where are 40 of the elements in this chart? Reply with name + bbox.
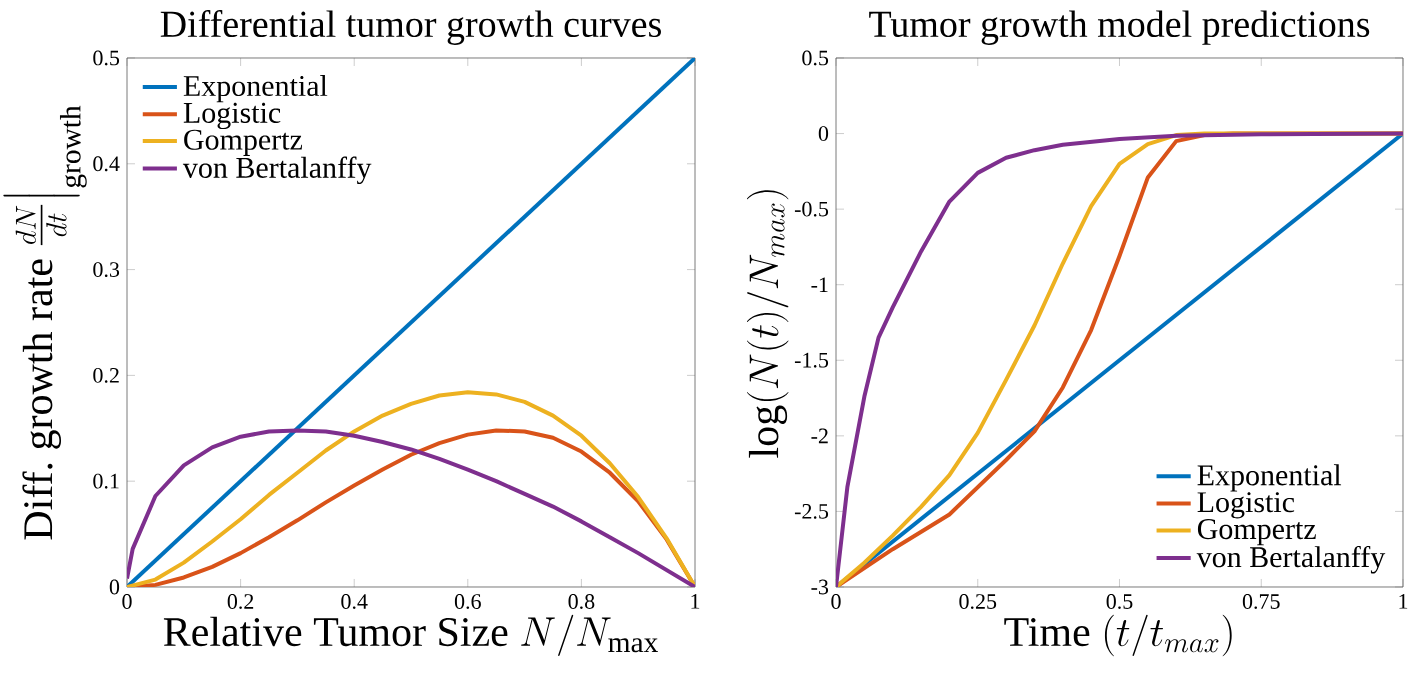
legend-label: Exponential xyxy=(183,75,328,103)
x-tick-label: 0.4 xyxy=(341,594,368,609)
x-tick-label: 0.6 xyxy=(454,594,481,609)
y-tick-label: 0.5 xyxy=(802,50,829,66)
x-tick-label: 0.2 xyxy=(227,594,254,609)
y-axis-title: $\log(N(t)/N_{max})$ xyxy=(746,190,789,458)
legend-label: Logistic xyxy=(183,102,281,130)
x-tick-label: 1 xyxy=(691,594,700,609)
y-tick-label: 0.5 xyxy=(93,50,120,66)
line-series xyxy=(127,390,696,587)
y-tick-label: -1.5 xyxy=(794,352,829,368)
chart-title: Differential tumor growth curves xyxy=(160,9,661,45)
legend-label: von Bertalanffy xyxy=(182,156,372,185)
x-tick-label: 0.75 xyxy=(1242,594,1280,609)
legend-label: Gompertz xyxy=(184,129,303,156)
legend-label: von Bertalanffy xyxy=(1196,545,1386,574)
x-tick-label: 1 xyxy=(1399,594,1408,609)
x-tick-label: 0.5 xyxy=(1106,594,1133,609)
x-axis-title: $\text{Time }(t/t_{max})$ xyxy=(1004,614,1232,657)
y-axis-title: $\text{Diff.\ growth rate }\frac{dN}{dt}\Big|_{\mathrm{growth}}$ xyxy=(3,105,87,540)
y-tick-label: -1 xyxy=(811,277,828,292)
legend-label: Gompertz xyxy=(1197,519,1316,546)
x-tick-label: 0 xyxy=(831,594,841,609)
y-tick-label: 0.1 xyxy=(93,473,119,489)
y-tick-label: -2 xyxy=(811,428,828,444)
y-tick-label: 0.3 xyxy=(93,262,120,278)
y-tick-label: 0 xyxy=(109,579,120,595)
legend-label: Exponential xyxy=(1197,464,1342,492)
chart-title: Tumor growth model predictions xyxy=(869,10,1370,45)
x-tick-label: 0.8 xyxy=(568,594,595,609)
legend-label: Logistic xyxy=(1197,492,1295,519)
y-tick-label: 0 xyxy=(818,126,829,141)
y-tick-label: -0.5 xyxy=(794,201,829,217)
x-tick-label: 0.25 xyxy=(959,594,997,609)
y-tick-label: 0.4 xyxy=(93,156,120,172)
y-tick-label: -3 xyxy=(811,579,829,595)
x-axis-title: $\text{Relative Tumor Size }N/N_{\mathrm{max}}$ xyxy=(163,614,658,657)
y-tick-label: -2.5 xyxy=(794,503,829,519)
x-tick-label: 0 xyxy=(122,594,132,609)
y-tick-label: 0.2 xyxy=(93,367,119,383)
